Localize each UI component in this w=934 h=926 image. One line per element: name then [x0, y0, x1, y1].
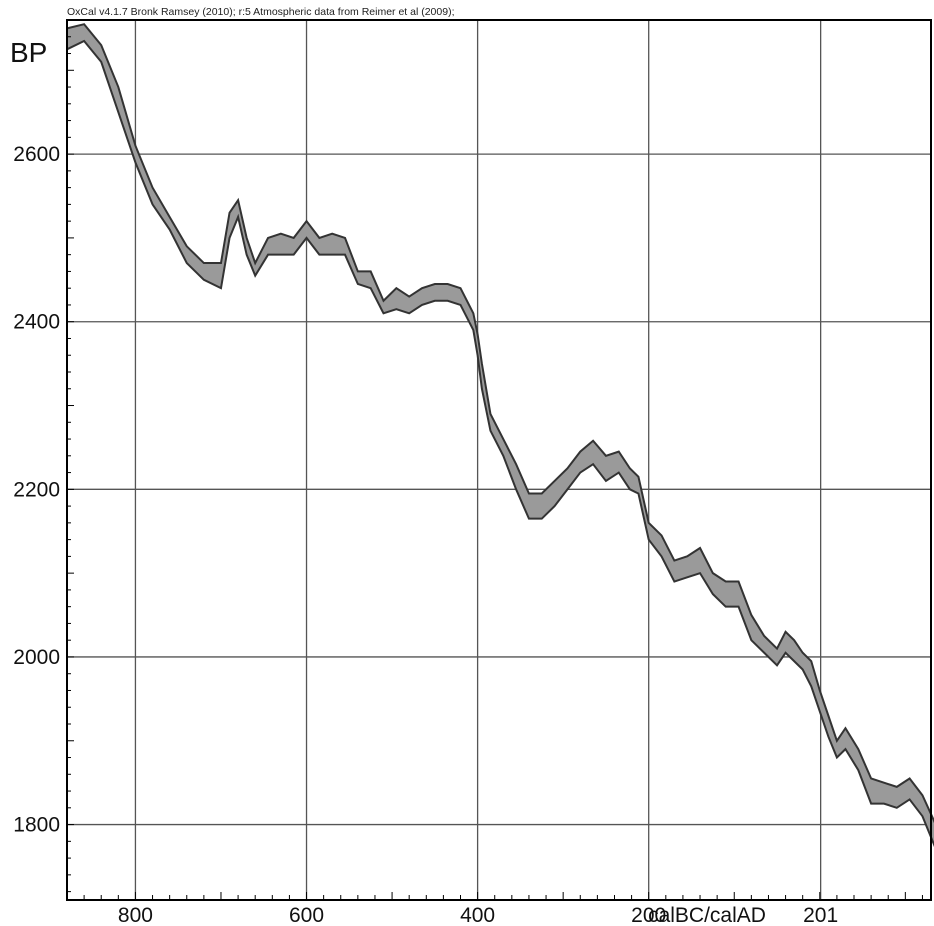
x-tick-label: 800 [118, 904, 153, 926]
y-tick-label: 2000 [13, 646, 60, 669]
grid-lines [67, 20, 931, 900]
axis-ticks [66, 19, 923, 900]
y-tick-label: 2200 [13, 478, 60, 501]
x-tick-label: 400 [460, 904, 495, 926]
band-upper-edge [66, 23, 934, 824]
x-tick-label: 201 [803, 904, 838, 926]
x-axis-label: calBC/calAD [648, 904, 766, 926]
band-lower-edge [66, 39, 934, 848]
y-tick-label: 2600 [13, 143, 60, 166]
y-tick-label: 1800 [13, 814, 60, 837]
y-tick-label: 2400 [13, 311, 60, 334]
x-tick-label: 600 [289, 904, 324, 926]
calibration-band [67, 24, 934, 845]
axis-labels: 1800 2000 2200 2400 2600 800 600 400 200 201 [13, 143, 838, 926]
x-tick-label: 200 [631, 904, 666, 926]
y-axis-label: BP [10, 37, 47, 68]
chart-header-text: OxCal v4.1.7 Bronk Ramsey (2010); r:5 At… [67, 6, 455, 18]
calibration-curve [66, 23, 934, 848]
plot-frame [66, 19, 932, 901]
